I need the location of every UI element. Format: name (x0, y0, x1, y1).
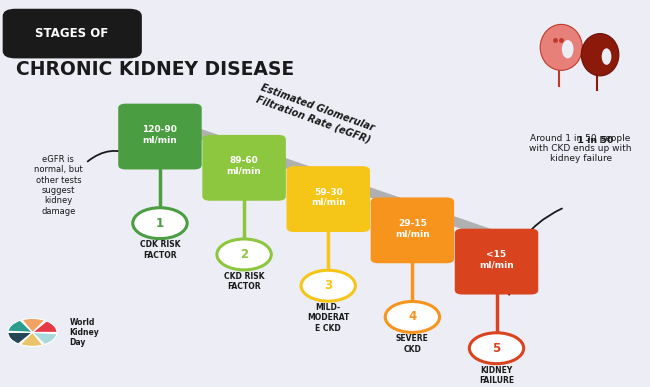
Circle shape (133, 208, 187, 239)
Text: World
Kidney
Day: World Kidney Day (70, 317, 99, 347)
Ellipse shape (540, 24, 582, 70)
Text: <15
ml/min: <15 ml/min (479, 250, 514, 269)
FancyBboxPatch shape (455, 229, 538, 295)
Wedge shape (20, 332, 43, 346)
Text: 1: 1 (156, 217, 164, 229)
Ellipse shape (581, 34, 619, 76)
Wedge shape (22, 319, 45, 332)
Text: eGFR is
normal, but
other tests
suggest
kidney
damage: eGFR is normal, but other tests suggest … (34, 155, 83, 216)
Text: MILD-
MODERAT
E CKD: MILD- MODERAT E CKD (307, 303, 350, 333)
Text: CDK RISK
FACTOR: CDK RISK FACTOR (140, 240, 180, 260)
Text: 3: 3 (324, 279, 332, 292)
Wedge shape (8, 320, 32, 332)
Ellipse shape (602, 48, 612, 65)
FancyBboxPatch shape (202, 135, 286, 201)
Wedge shape (32, 332, 57, 344)
Text: 120-90
ml/min: 120-90 ml/min (142, 125, 177, 144)
Ellipse shape (562, 40, 573, 58)
Text: 2: 2 (240, 248, 248, 261)
Text: CHRONIC KIDNEY DISEASE: CHRONIC KIDNEY DISEASE (16, 60, 294, 79)
Circle shape (301, 270, 356, 301)
Text: KIDNEY
FAILURE: KIDNEY FAILURE (479, 365, 514, 385)
Text: SEVERE
CKD: SEVERE CKD (396, 334, 429, 354)
Circle shape (469, 333, 524, 364)
Text: STAGES OF: STAGES OF (35, 27, 109, 40)
Text: 4: 4 (408, 310, 417, 324)
Circle shape (217, 239, 271, 270)
FancyBboxPatch shape (287, 166, 370, 232)
Wedge shape (8, 332, 32, 344)
Text: 5: 5 (493, 342, 500, 355)
FancyBboxPatch shape (118, 104, 202, 170)
Text: 59-30
ml/min: 59-30 ml/min (311, 188, 346, 207)
Wedge shape (32, 321, 57, 332)
Circle shape (385, 301, 439, 332)
FancyBboxPatch shape (3, 9, 142, 58)
Text: 29-15
ml/min: 29-15 ml/min (395, 219, 430, 238)
FancyBboxPatch shape (370, 197, 454, 263)
Text: 89-60
ml/min: 89-60 ml/min (227, 156, 261, 176)
Text: CKD RISK
FACTOR: CKD RISK FACTOR (224, 272, 265, 291)
Text: Estimated Glomerular
Filtration Rate (eGFR): Estimated Glomerular Filtration Rate (eG… (255, 83, 376, 144)
Text: 1 in 50: 1 in 50 (548, 135, 614, 145)
Text: Around 1 in 50 people
with CKD ends up with
kidney failure: Around 1 in 50 people with CKD ends up w… (529, 134, 632, 163)
